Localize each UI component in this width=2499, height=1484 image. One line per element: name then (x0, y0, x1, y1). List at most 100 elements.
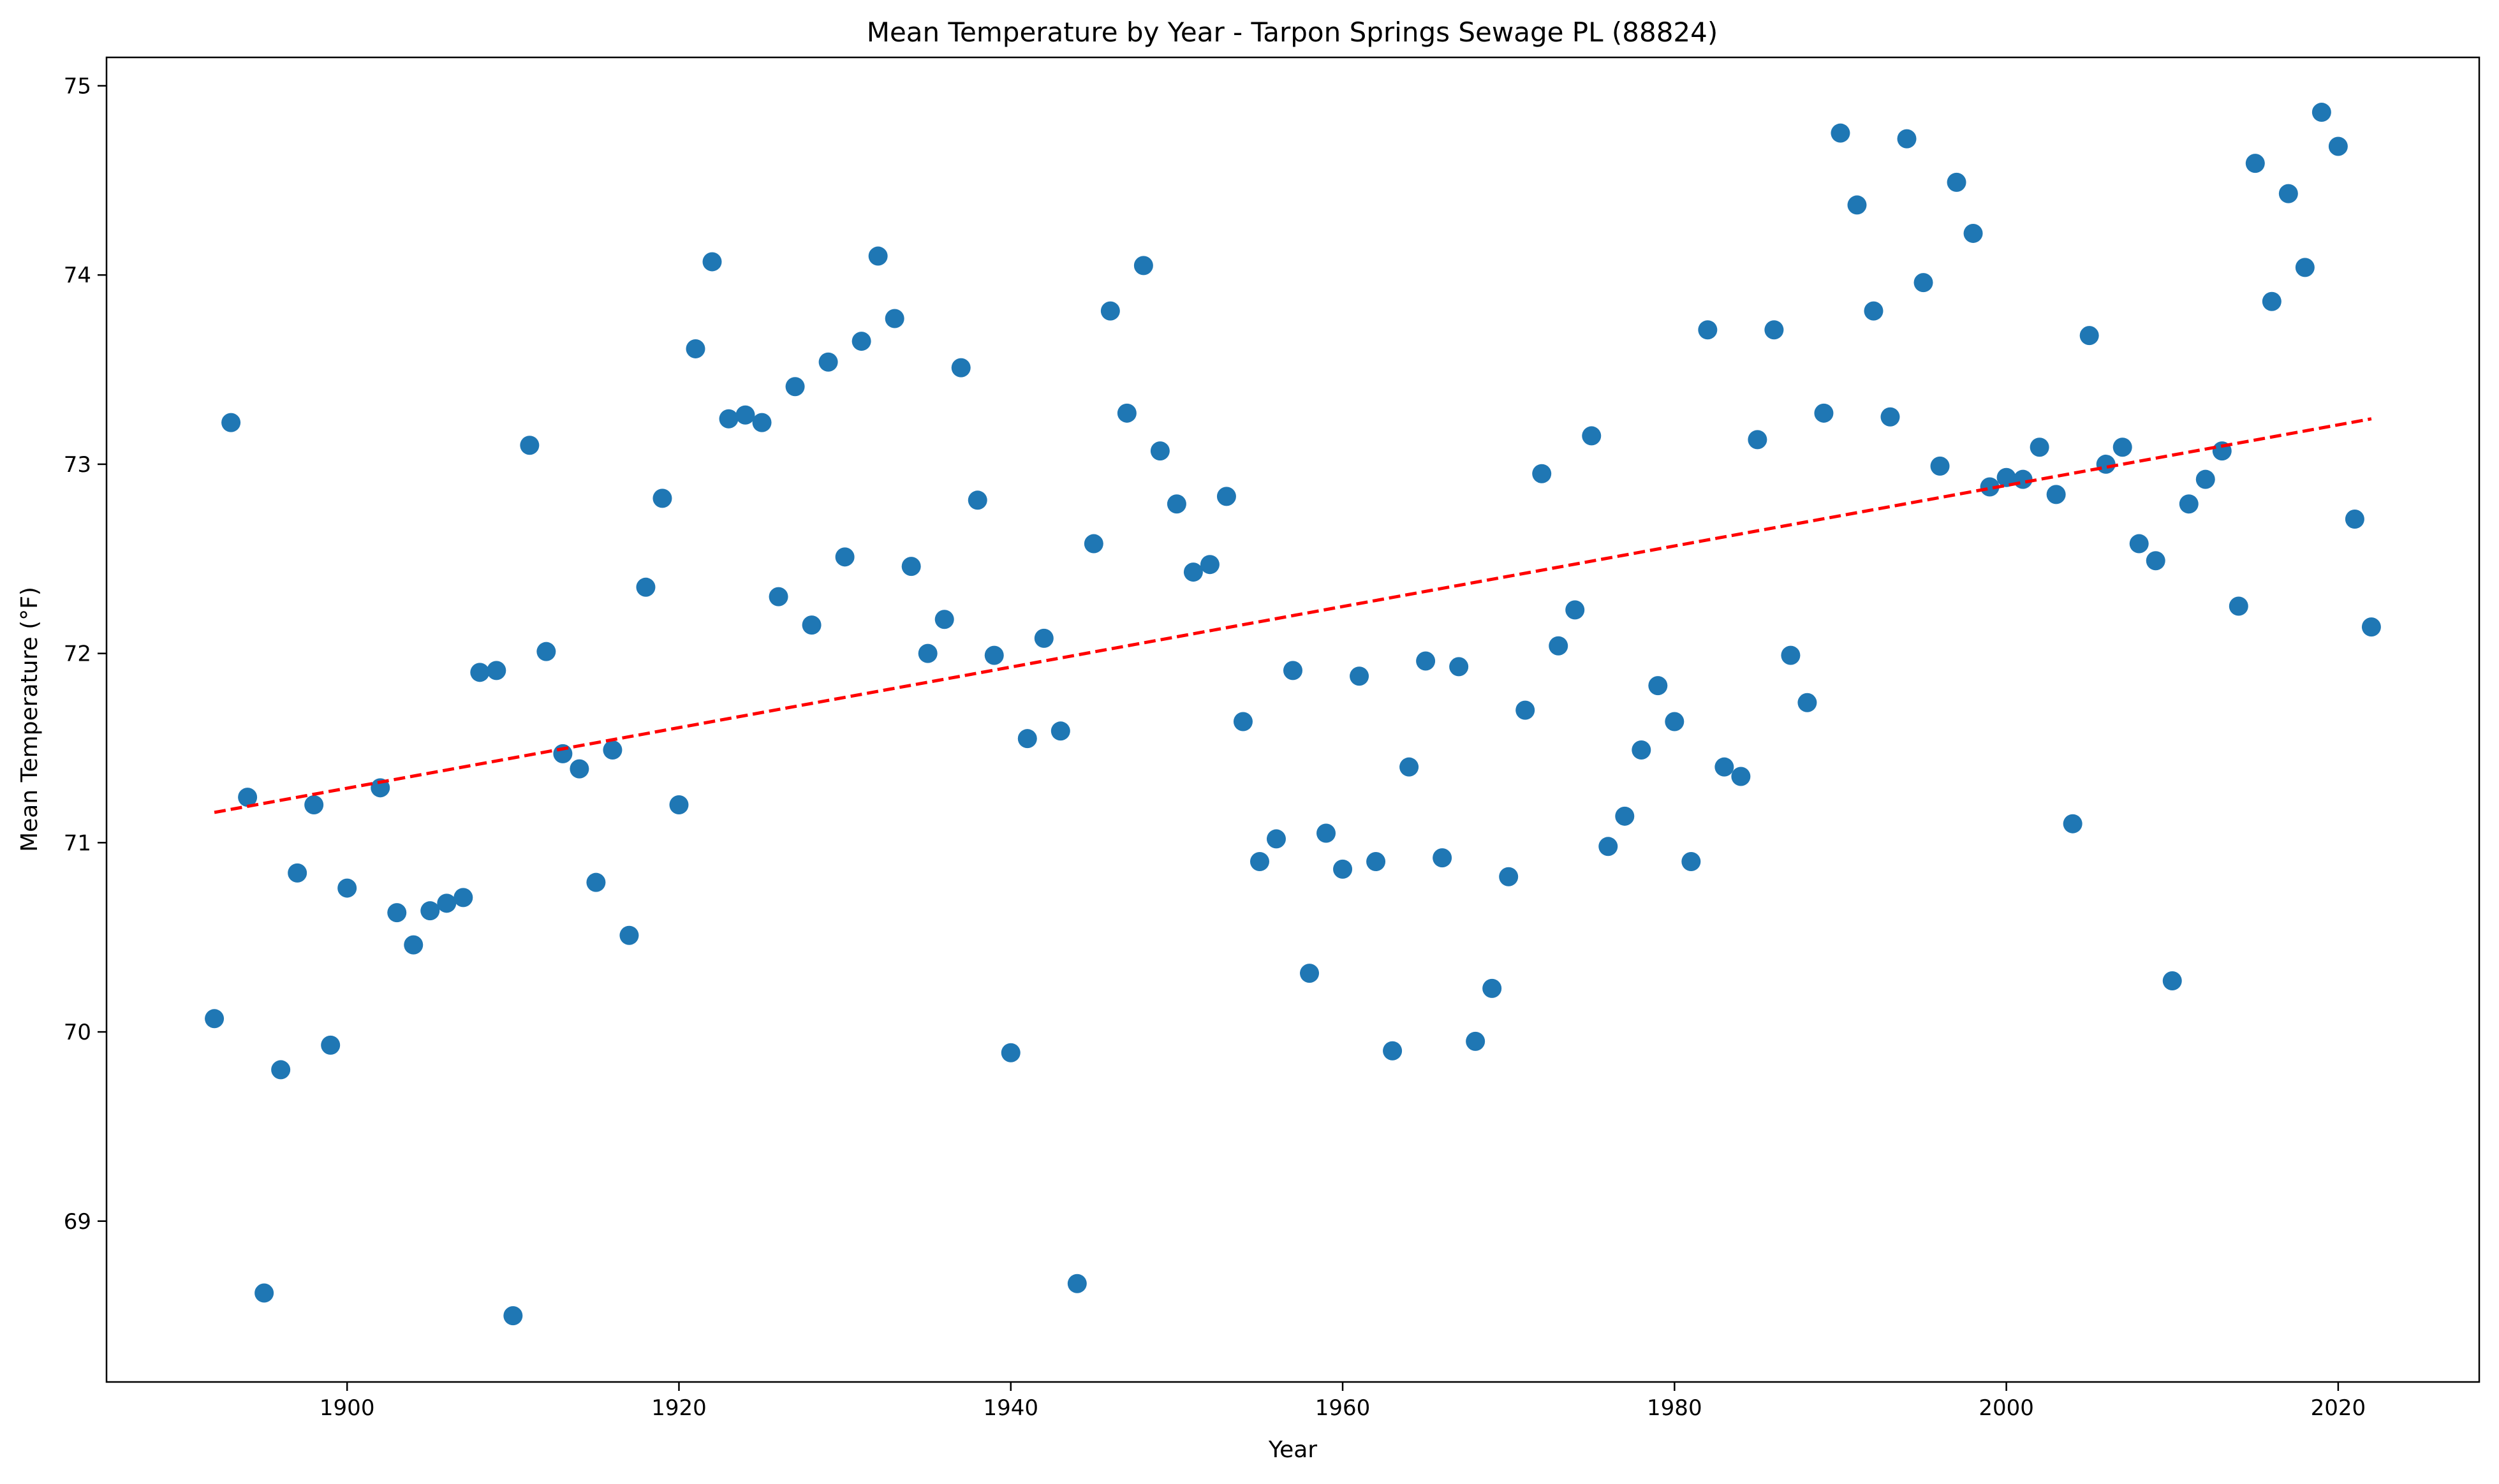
data-point (1665, 712, 1684, 731)
data-point (1017, 729, 1037, 749)
data-point (2179, 494, 2199, 514)
data-point (851, 332, 871, 351)
data-point (2262, 291, 2282, 311)
data-point (1433, 848, 1452, 868)
data-point (868, 246, 888, 266)
data-point (553, 744, 573, 763)
data-point (802, 615, 822, 635)
data-point (2195, 469, 2215, 489)
y-tick-label: 69 (64, 1209, 91, 1235)
data-point (1565, 600, 1585, 620)
data-point (1681, 852, 1701, 872)
data-point (1183, 562, 1203, 582)
data-point (503, 1306, 523, 1326)
data-point (1930, 456, 1950, 476)
data-point (420, 901, 440, 921)
data-point (1947, 172, 1966, 192)
data-point (1449, 657, 1469, 677)
data-point (951, 358, 971, 378)
data-point (1050, 721, 1070, 741)
data-point (1300, 964, 1320, 983)
x-tick-label: 1900 (320, 1395, 375, 1421)
data-point (1067, 1274, 1087, 1293)
data-point (254, 1283, 274, 1303)
data-point (818, 352, 838, 372)
data-point (1831, 123, 1850, 143)
x-axis-ticks: 1900 1920 1940 1960 1980 2000 2020 (320, 1382, 2366, 1421)
data-point (934, 610, 954, 629)
data-point (2311, 103, 2331, 122)
data-point (2146, 551, 2165, 571)
data-point (1980, 477, 2000, 497)
data-point (968, 490, 987, 510)
data-point (2096, 454, 2116, 474)
data-point (669, 795, 689, 815)
data-point (619, 925, 639, 945)
plot-frame (105, 56, 2481, 1383)
data-point (1598, 837, 1618, 856)
data-point (304, 795, 324, 815)
data-point (1150, 441, 1170, 461)
data-point (404, 935, 424, 955)
data-point (1532, 464, 1552, 483)
data-point (2162, 971, 2182, 990)
data-point (586, 872, 606, 892)
x-tick-label: 2020 (2311, 1395, 2366, 1421)
y-axis-label: Mean Temperature (°F) (17, 587, 43, 852)
data-point (603, 740, 623, 760)
x-tick-label: 1920 (651, 1395, 707, 1421)
scatter-points (205, 103, 2381, 1326)
x-tick-label: 1980 (1647, 1395, 1702, 1421)
data-point (1714, 757, 1734, 777)
data-point (1582, 426, 1602, 446)
data-point (1200, 555, 1220, 575)
data-point (984, 645, 1004, 665)
data-point (1814, 403, 1834, 423)
data-point (470, 663, 490, 682)
data-point (1847, 195, 1867, 215)
data-point (1731, 767, 1751, 786)
data-point (1350, 666, 1369, 686)
data-point (288, 863, 307, 883)
data-point (1648, 676, 1668, 696)
data-point (271, 1060, 291, 1080)
data-point (1515, 700, 1535, 720)
data-point (520, 436, 540, 455)
data-point (1549, 636, 1568, 656)
data-point (1499, 867, 1519, 886)
data-point (337, 878, 357, 898)
data-point (2046, 485, 2066, 504)
y-tick-label: 71 (64, 830, 91, 856)
data-point (1133, 256, 1153, 275)
data-point (1366, 852, 1386, 872)
x-tick-label: 2000 (1979, 1395, 2034, 1421)
data-point (1996, 467, 2016, 487)
data-point (1482, 978, 1502, 998)
data-point (1864, 301, 1883, 321)
y-tick-label: 75 (64, 74, 91, 99)
data-point (2345, 509, 2364, 529)
data-point (2245, 154, 2265, 173)
data-point (371, 778, 390, 798)
data-point (1216, 487, 1236, 506)
data-point (885, 309, 904, 328)
data-point (1233, 712, 1253, 731)
data-point (1913, 273, 1933, 293)
data-point (2013, 469, 2033, 489)
data-point (1615, 806, 1635, 826)
x-tick-label: 1940 (983, 1395, 1038, 1421)
data-point (719, 409, 739, 429)
data-point (785, 377, 805, 397)
data-point (1897, 129, 1917, 149)
data-point (1383, 1041, 1403, 1061)
data-point (238, 788, 258, 807)
data-point (387, 903, 407, 923)
data-point (1084, 534, 1103, 554)
data-point (735, 405, 755, 425)
y-tick-label: 73 (64, 452, 91, 478)
data-point (221, 413, 241, 432)
data-point (752, 413, 772, 432)
data-point (686, 339, 705, 358)
data-point (1250, 852, 1269, 872)
y-axis-ticks: 69 70 71 72 73 74 75 (64, 74, 107, 1235)
